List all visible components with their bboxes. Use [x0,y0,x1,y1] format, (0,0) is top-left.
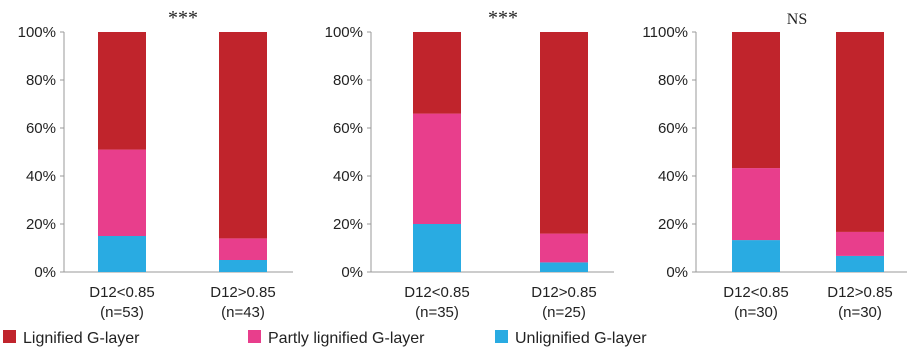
x-category-label: D12<0.85 [89,284,154,301]
x-category-count: (n=43) [221,304,265,321]
bar-segment-lignified [98,32,146,150]
significance-label: NS [787,11,807,28]
y-tick-label: 0% [341,264,363,281]
y-tick-label: 0% [666,264,688,281]
legend: Lignified G-layer Partly lignified G-laye… [3,330,647,347]
bar-segment-lignified [836,32,884,232]
x-category-label: D12>0.85 [531,284,596,301]
bar-segment-lignified [413,32,461,114]
y-tick-label: 40% [658,168,688,185]
bar-segment-unlignified [836,255,884,272]
x-category-count: (n=53) [100,304,144,321]
bar-segment-partly [836,231,884,256]
chart-panel-3: NS 0% 20% 40% 60% 80% 1100% D12<0.85 (n=30) D12>0… [642,11,907,321]
y-tick-label: 60% [658,120,688,137]
y-tick-label: 40% [26,168,56,185]
x-category-count: (n=35) [415,304,459,321]
y-tick-label: 20% [333,216,363,233]
bar-segment-lignified [219,32,267,239]
y-tick-label: 80% [26,72,56,89]
bar-segment-partly [540,233,588,263]
x-category-label: D12<0.85 [723,284,788,301]
x-category-label: D12<0.85 [404,284,469,301]
chart-panel-1: *** 0% 20% 40% 60% 80% 100% D12<0.85 (n=53) D12>0… [18,7,293,321]
y-tick-label: 60% [26,120,56,137]
bar-segment-partly [219,238,267,260]
x-category-label: D12>0.85 [210,284,275,301]
legend-swatch-unlignified [495,330,508,343]
y-tick-label: 40% [333,168,363,185]
y-tick-label: 0% [34,264,56,281]
y-tick-label: 20% [658,216,688,233]
legend-label: Unlignified G-layer [515,330,647,347]
bar-segment-partly [732,168,780,241]
bar-segment-partly [98,149,146,236]
bar-segment-unlignified [540,262,588,272]
x-category-count: (n=30) [734,304,778,321]
bar-segment-unlignified [219,260,267,272]
y-tick-label: 60% [333,120,363,137]
bar-segment-partly [413,113,461,224]
bar-segment-unlignified [732,240,780,272]
x-category-count: (n=30) [838,304,882,321]
chart-panel-2: *** 0% 20% 40% 60% 80% 100% D12<0.85 (n=35) D12>0… [325,7,614,321]
y-tick-label: 80% [333,72,363,89]
y-tick-label: 100% [325,24,363,41]
x-category-label: D12>0.85 [827,284,892,301]
bar-segment-lignified [732,32,780,169]
y-tick-label: 1100% [642,24,688,41]
legend-swatch-partly [248,330,261,343]
bar-segment-lignified [540,32,588,234]
legend-label: Lignified G-layer [23,330,140,347]
x-category-count: (n=25) [542,304,586,321]
y-tick-label: 100% [18,24,56,41]
significance-label: *** [168,7,198,29]
significance-label: *** [488,7,518,29]
bar-segment-unlignified [98,236,146,272]
bar-segment-unlignified [413,224,461,272]
legend-swatch-lignified [3,330,16,343]
y-tick-label: 20% [26,216,56,233]
legend-label: Partly lignified G-layer [268,330,425,347]
y-tick-label: 80% [658,72,688,89]
